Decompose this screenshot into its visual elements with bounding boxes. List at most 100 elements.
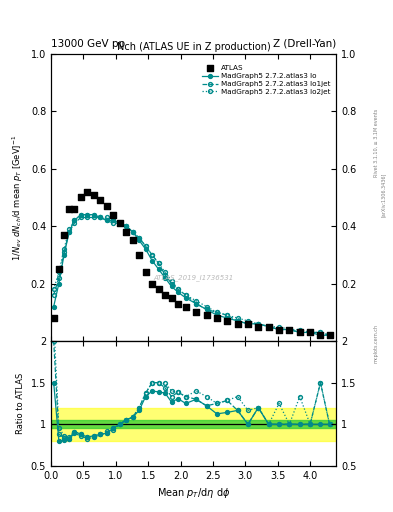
MadGraph5 2.7.2.atlas3 lo <box>85 211 90 218</box>
Text: mcplots.cern.ch: mcplots.cern.ch <box>374 324 379 362</box>
Bar <box>51 420 336 429</box>
ATLAS <box>286 326 292 334</box>
MadGraph5 2.7.2.atlas3 lo <box>124 223 129 229</box>
MadGraph5 2.7.2.atlas3 lo <box>256 321 261 327</box>
ATLAS <box>276 326 282 334</box>
MadGraph5 2.7.2.atlas3 lo1jet <box>298 329 302 335</box>
MadGraph5 2.7.2.atlas3 lo <box>318 332 323 338</box>
MadGraph5 2.7.2.atlas3 lo1jet <box>137 234 141 241</box>
MadGraph5 2.7.2.atlas3 lo2jet <box>57 269 61 275</box>
MadGraph5 2.7.2.atlas3 lo <box>72 217 77 223</box>
MadGraph5 2.7.2.atlas3 lo2jet <box>318 329 323 335</box>
MadGraph5 2.7.2.atlas3 lo2jet <box>72 217 77 223</box>
MadGraph5 2.7.2.atlas3 lo <box>277 327 281 333</box>
MadGraph5 2.7.2.atlas3 lo2jet <box>163 269 167 275</box>
MadGraph5 2.7.2.atlas3 lo <box>105 217 109 223</box>
MadGraph5 2.7.2.atlas3 lo <box>111 217 116 223</box>
MadGraph5 2.7.2.atlas3 lo1jet <box>266 324 271 330</box>
MadGraph5 2.7.2.atlas3 lo2jet <box>256 321 261 327</box>
MadGraph5 2.7.2.atlas3 lo1jet <box>277 327 281 333</box>
MadGraph5 2.7.2.atlas3 lo2jet <box>215 309 219 315</box>
MadGraph5 2.7.2.atlas3 lo <box>92 211 96 218</box>
MadGraph5 2.7.2.atlas3 lo <box>169 283 174 289</box>
MadGraph5 2.7.2.atlas3 lo1jet <box>150 252 154 258</box>
ATLAS <box>224 317 230 325</box>
Text: 13000 GeV pp: 13000 GeV pp <box>51 38 125 49</box>
MadGraph5 2.7.2.atlas3 lo2jet <box>124 223 129 229</box>
ATLAS <box>117 219 123 227</box>
MadGraph5 2.7.2.atlas3 lo <box>62 252 66 258</box>
MadGraph5 2.7.2.atlas3 lo2jet <box>308 329 312 335</box>
Title: Nch (ATLAS UE in Z production): Nch (ATLAS UE in Z production) <box>117 41 270 52</box>
MadGraph5 2.7.2.atlas3 lo1jet <box>105 217 109 223</box>
ATLAS <box>193 308 199 316</box>
Y-axis label: $1/N_{ev}$ $dN_{ch}$/d mean $p_T$ [GeV]$^{-1}$: $1/N_{ev}$ $dN_{ch}$/d mean $p_T$ [GeV]$… <box>11 134 25 261</box>
MadGraph5 2.7.2.atlas3 lo2jet <box>85 211 90 218</box>
MadGraph5 2.7.2.atlas3 lo <box>327 332 332 338</box>
MadGraph5 2.7.2.atlas3 lo <box>156 266 161 272</box>
MadGraph5 2.7.2.atlas3 lo <box>130 229 135 235</box>
MadGraph5 2.7.2.atlas3 lo <box>118 220 122 226</box>
ATLAS <box>162 291 168 299</box>
MadGraph5 2.7.2.atlas3 lo2jet <box>51 286 56 292</box>
MadGraph5 2.7.2.atlas3 lo1jet <box>287 327 292 333</box>
MadGraph5 2.7.2.atlas3 lo2jet <box>204 304 209 310</box>
ATLAS <box>104 202 110 210</box>
MadGraph5 2.7.2.atlas3 lo <box>266 324 271 330</box>
ATLAS <box>56 265 62 273</box>
MadGraph5 2.7.2.atlas3 lo1jet <box>235 318 240 324</box>
MadGraph5 2.7.2.atlas3 lo1jet <box>169 281 174 287</box>
ATLAS <box>66 205 72 213</box>
MadGraph5 2.7.2.atlas3 lo <box>225 315 230 321</box>
MadGraph5 2.7.2.atlas3 lo2jet <box>184 292 188 298</box>
ATLAS <box>255 323 261 331</box>
MadGraph5 2.7.2.atlas3 lo1jet <box>156 261 161 267</box>
MadGraph5 2.7.2.atlas3 lo <box>67 229 72 235</box>
MadGraph5 2.7.2.atlas3 lo <box>79 211 83 218</box>
MadGraph5 2.7.2.atlas3 lo2jet <box>143 243 148 249</box>
MadGraph5 2.7.2.atlas3 lo1jet <box>194 301 198 307</box>
MadGraph5 2.7.2.atlas3 lo2jet <box>176 286 180 292</box>
MadGraph5 2.7.2.atlas3 lo2jet <box>287 327 292 333</box>
ATLAS <box>110 210 116 219</box>
MadGraph5 2.7.2.atlas3 lo1jet <box>204 306 209 312</box>
MadGraph5 2.7.2.atlas3 lo1jet <box>327 332 332 338</box>
Text: Z (Drell-Yan): Z (Drell-Yan) <box>273 38 336 49</box>
MadGraph5 2.7.2.atlas3 lo1jet <box>308 329 312 335</box>
Text: ATLAS_2019_I1736531: ATLAS_2019_I1736531 <box>153 274 234 281</box>
MadGraph5 2.7.2.atlas3 lo <box>204 306 209 312</box>
MadGraph5 2.7.2.atlas3 lo1jet <box>256 321 261 327</box>
MadGraph5 2.7.2.atlas3 lo1jet <box>246 321 250 327</box>
MadGraph5 2.7.2.atlas3 lo2jet <box>156 261 161 267</box>
Text: Rivet 3.1.10, ≥ 3.1M events: Rivet 3.1.10, ≥ 3.1M events <box>374 109 379 178</box>
ATLAS <box>78 194 84 202</box>
MadGraph5 2.7.2.atlas3 lo <box>235 318 240 324</box>
MadGraph5 2.7.2.atlas3 lo1jet <box>67 229 72 235</box>
ATLAS <box>91 190 97 199</box>
MadGraph5 2.7.2.atlas3 lo1jet <box>130 229 135 235</box>
Y-axis label: Ratio to ATLAS: Ratio to ATLAS <box>16 373 25 434</box>
MadGraph5 2.7.2.atlas3 lo1jet <box>79 215 83 221</box>
ATLAS <box>214 314 220 322</box>
MadGraph5 2.7.2.atlas3 lo <box>150 258 154 264</box>
MadGraph5 2.7.2.atlas3 lo2jet <box>169 278 174 284</box>
MadGraph5 2.7.2.atlas3 lo1jet <box>57 275 61 281</box>
ATLAS <box>183 303 189 311</box>
MadGraph5 2.7.2.atlas3 lo2jet <box>118 220 122 226</box>
Line: MadGraph5 2.7.2.atlas3 lo1jet: MadGraph5 2.7.2.atlas3 lo1jet <box>52 216 331 337</box>
MadGraph5 2.7.2.atlas3 lo <box>287 327 292 333</box>
MadGraph5 2.7.2.atlas3 lo2jet <box>111 217 116 223</box>
MadGraph5 2.7.2.atlas3 lo2jet <box>137 234 141 241</box>
MadGraph5 2.7.2.atlas3 lo2jet <box>277 324 281 330</box>
ATLAS <box>307 328 313 336</box>
MadGraph5 2.7.2.atlas3 lo2jet <box>194 298 198 304</box>
MadGraph5 2.7.2.atlas3 lo <box>215 312 219 318</box>
MadGraph5 2.7.2.atlas3 lo2jet <box>130 229 135 235</box>
MadGraph5 2.7.2.atlas3 lo <box>163 275 167 281</box>
MadGraph5 2.7.2.atlas3 lo2jet <box>235 315 240 321</box>
MadGraph5 2.7.2.atlas3 lo2jet <box>62 246 66 252</box>
MadGraph5 2.7.2.atlas3 lo2jet <box>327 332 332 338</box>
MadGraph5 2.7.2.atlas3 lo1jet <box>184 292 188 298</box>
X-axis label: Mean $p_T$/d$\eta$ d$\phi$: Mean $p_T$/d$\eta$ d$\phi$ <box>157 486 230 500</box>
MadGraph5 2.7.2.atlas3 lo <box>143 246 148 252</box>
